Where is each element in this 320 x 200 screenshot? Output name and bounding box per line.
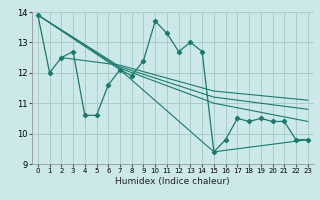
X-axis label: Humidex (Indice chaleur): Humidex (Indice chaleur) [116, 177, 230, 186]
